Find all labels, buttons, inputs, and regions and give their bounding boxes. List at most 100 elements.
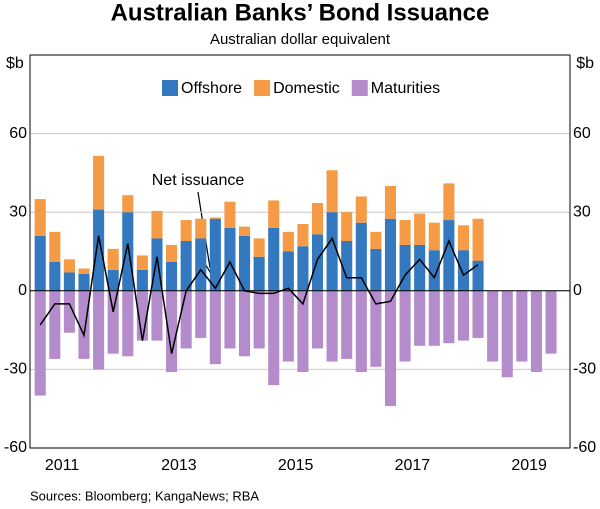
plot [30,133,570,449]
plot-frame [29,54,571,449]
y2-tick-label: -60 [573,439,596,456]
bar [195,290,207,338]
bar [399,290,411,362]
bar [136,269,148,291]
bar [501,290,513,378]
bar [151,210,163,239]
bar [545,290,557,354]
bar [472,218,484,261]
bar [341,290,353,359]
y2-tick-label: 60 [573,125,591,142]
y-tick-label: -60 [4,439,27,456]
bar [93,155,105,210]
bar [63,259,75,273]
x-tick-label: 2013 [161,457,197,474]
bar [370,290,382,367]
bar [414,290,426,346]
bar [282,251,294,291]
y2-axis-label: $b [576,55,594,72]
bar [326,170,338,213]
bar [166,290,178,373]
legend-swatch [254,80,271,96]
bar [311,290,324,349]
y2-tick-label: -30 [573,361,596,378]
bar [428,250,440,291]
bar [253,256,265,291]
bar [238,290,251,357]
bar [195,218,207,239]
bar [297,223,309,247]
bar [414,244,426,291]
y-tick-label: 30 [9,203,27,220]
chart-subtitle: Australian dollar equivalent [210,31,391,48]
x-tick-label: 2019 [511,457,547,474]
bar [238,235,251,291]
bar [443,220,455,291]
bar [530,290,542,373]
bar [151,290,163,341]
bar [472,260,484,291]
bar [195,238,207,291]
bar [355,222,367,291]
bar [282,290,294,362]
bar [457,250,470,291]
bar [472,290,484,338]
bar [180,220,192,242]
bar [326,212,338,291]
y2-tick-label: 30 [573,203,591,220]
bar [370,248,382,291]
bar [253,238,265,257]
bar [443,183,455,221]
bar [78,268,90,274]
bar [122,195,134,213]
bar [49,261,61,291]
bar [209,217,221,219]
bar [34,199,46,236]
bar [49,290,61,359]
bar [399,220,411,245]
legend-label: Domestic [273,80,340,97]
bar [341,212,353,242]
bar [384,186,397,219]
bar [355,290,367,373]
bar [516,290,528,362]
x-tick-label: 2015 [278,457,314,474]
bar [107,248,119,270]
bar [414,213,426,245]
bar [268,290,280,386]
bar [166,244,178,262]
bar [209,290,221,365]
bar [399,244,411,291]
bar [457,290,470,341]
bar [428,290,440,346]
bar [63,272,75,291]
bar [224,290,236,349]
bar [443,290,455,344]
bar [122,212,134,291]
bar [487,290,499,362]
bar [282,231,294,252]
legend-label: Offshore [181,80,242,97]
bar [93,209,105,291]
bar [428,222,440,251]
bar [268,227,280,291]
x-tick-label: 2011 [45,457,80,474]
bar [63,290,75,333]
bar [122,290,134,357]
bar [224,227,236,291]
chart-title: Australian Banks’ Bond Issuance [111,0,490,26]
bar [238,226,251,236]
legend-swatch [162,80,178,96]
bar [180,241,192,291]
bar [107,269,119,291]
y-tick-label: 60 [9,125,27,142]
bar [136,290,148,341]
legend-swatch [351,80,368,96]
bar [78,273,90,291]
y2-tick-label: 0 [573,282,582,299]
bar [166,261,178,291]
bar [180,290,192,349]
net-line [39,235,479,354]
annotation: Net issuance [152,172,245,189]
bar [341,241,353,291]
